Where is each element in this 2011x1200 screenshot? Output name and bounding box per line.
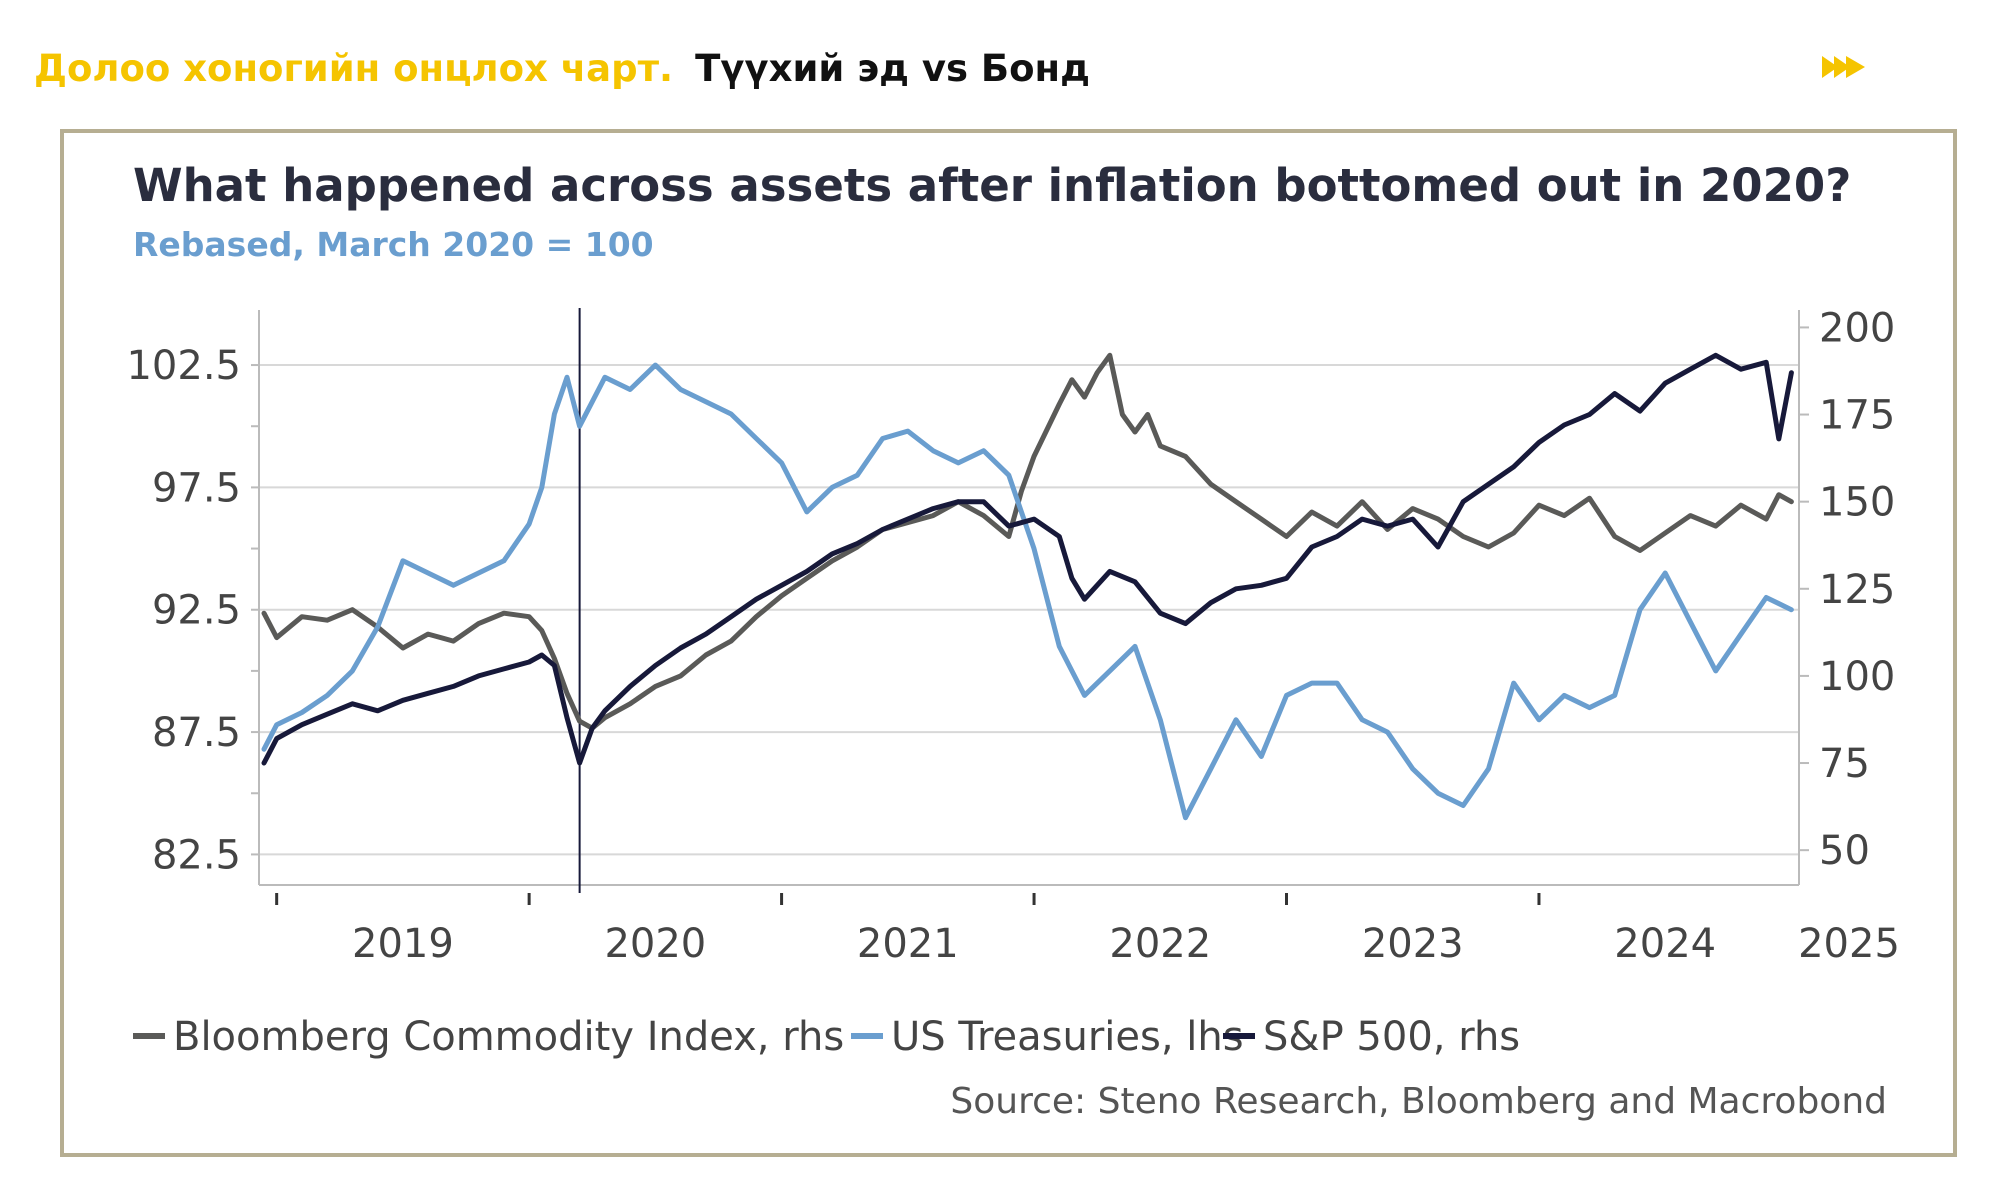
right-axis-tick-label: 50 [1819, 828, 1870, 874]
legend-label: US Treasuries, lhs [891, 1014, 1244, 1060]
left-axis-tick-label: 82.5 [152, 832, 241, 878]
left-axis-tick-label: 92.5 [152, 588, 241, 634]
left-axis-tick-label: 97.5 [152, 465, 241, 511]
right-axis-tick-label: 150 [1819, 480, 1895, 526]
page-header: Долоо хоногийн онцлох чарт. Түүхий эд vs… [34, 38, 1090, 98]
left-axis-tick-label: 87.5 [152, 710, 241, 756]
x-axis-tick-label: 2020 [604, 921, 706, 967]
x-axis-tick-label: 2024 [1614, 921, 1716, 967]
x-axis-tick-label: 2022 [1109, 921, 1211, 967]
x-axis-tick-label: 2021 [857, 921, 959, 967]
legend: Bloomberg Commodity Index, rhs US Treasur… [133, 1014, 1520, 1060]
series-line-bloomberg-commodity-index [261, 352, 1794, 731]
chart-card: What happened across assets after inflat… [60, 129, 1957, 1157]
legend-label: S&P 500, rhs [1263, 1014, 1520, 1060]
right-axis-tick-label: 200 [1819, 305, 1895, 351]
x-axis-tick-label: 2023 [1362, 921, 1464, 967]
chart-svg: What happened across assets after inflat… [126, 159, 1899, 1122]
chart-title: What happened across assets after inflat… [133, 159, 1851, 212]
right-axis-tick-label: 75 [1819, 741, 1870, 787]
gridlines [259, 364, 1799, 856]
x-axis-tick-label: 2019 [352, 921, 454, 967]
header-label-topic: Түүхий эд vs Бонд [695, 46, 1090, 90]
header-label-weekly: Долоо хоногийн онцлох чарт. [34, 46, 674, 90]
fast-forward-icon[interactable] [1820, 50, 1870, 84]
x-axis-tick-label: 2025 [1798, 921, 1900, 967]
chart-subtitle: Rebased, March 2020 = 100 [133, 225, 654, 264]
series-lines [261, 352, 1794, 821]
chart-source: Source: Steno Research, Bloomberg and Ma… [950, 1081, 1887, 1122]
series-line-us-treasuries [261, 362, 1794, 821]
right-axis-tick-label: 175 [1819, 393, 1895, 439]
right-axis-tick-label: 125 [1819, 567, 1895, 613]
series-line-s-p-500 [261, 352, 1794, 766]
axes: 82.5 87.5 92.5 97.5 102.5 50 75 100 125 150 175 200… [126, 305, 1899, 967]
left-axis-tick-label: 102.5 [126, 343, 241, 389]
legend-label: Bloomberg Commodity Index, rhs [173, 1014, 844, 1060]
right-axis-tick-label: 100 [1819, 654, 1895, 700]
